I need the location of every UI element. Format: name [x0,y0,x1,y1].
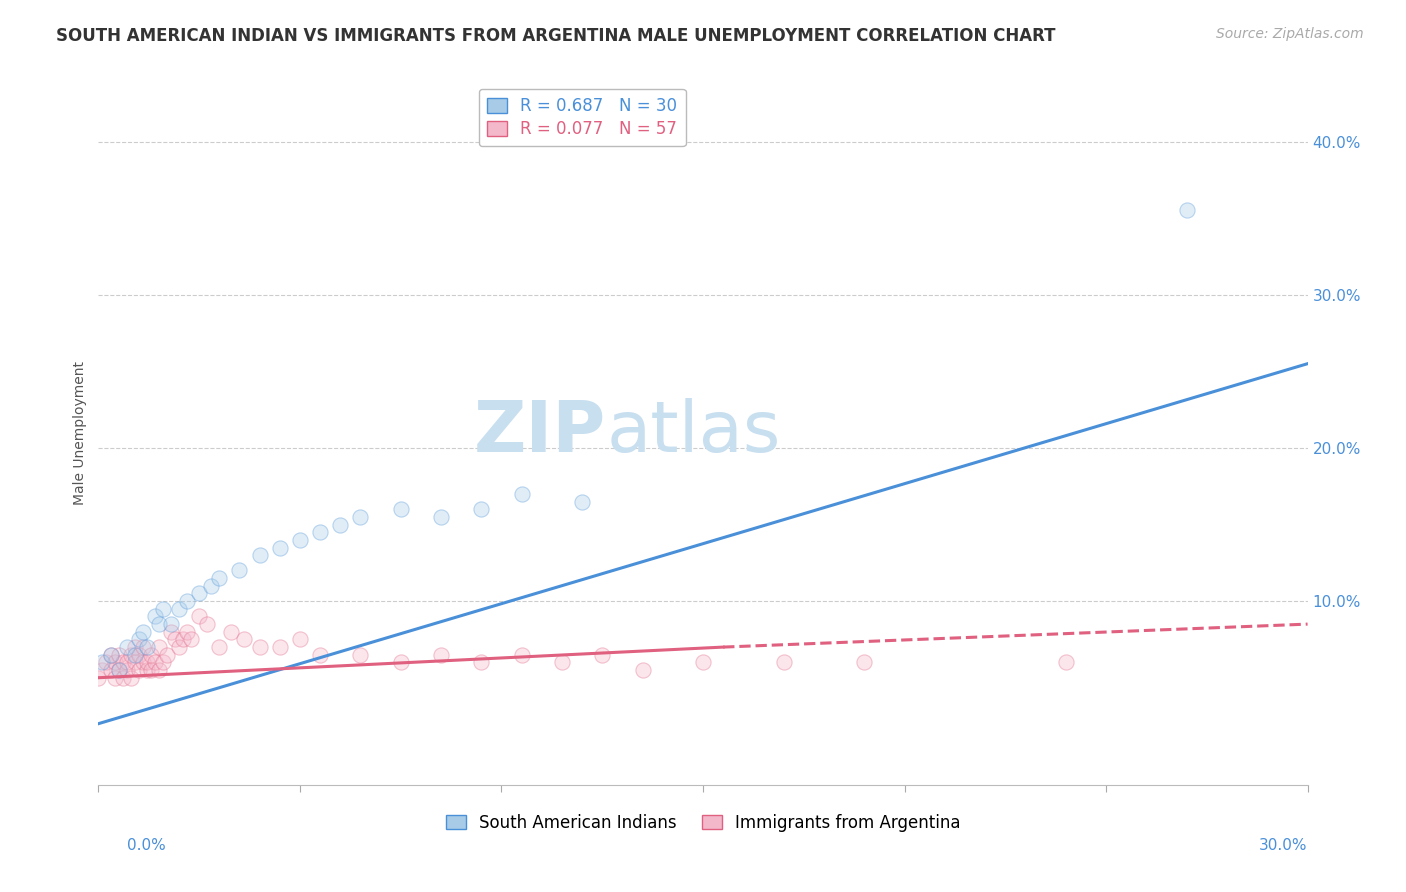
Point [160,624,183,639]
Point [167,601,190,615]
Point [470,502,492,516]
Point [132,624,155,639]
Point [124,648,146,662]
Point [172,632,194,647]
Point [208,640,231,654]
Point [232,632,254,647]
Point [143,609,166,624]
Point [135,640,157,654]
Point [167,640,190,654]
Point [188,609,211,624]
Point [107,648,129,662]
Text: 30.0%: 30.0% [1260,838,1308,854]
Point [176,624,198,639]
Point [551,656,574,670]
Point [91,656,114,670]
Point [692,656,714,670]
Point [135,663,157,677]
Point [115,640,138,654]
Point [124,640,146,654]
Point [1175,203,1198,218]
Point [430,648,453,662]
Point [128,648,150,662]
Point [120,671,142,685]
Point [148,663,170,677]
Point [309,525,332,540]
Point [288,533,311,547]
Point [100,663,122,677]
Point [163,632,186,647]
Point [180,632,202,647]
Point [249,640,271,654]
Point [329,517,352,532]
Point [591,648,613,662]
Point [111,656,134,670]
Text: ZIP: ZIP [474,398,606,467]
Point [103,656,125,670]
Point [128,632,150,647]
Point [430,509,453,524]
Point [470,656,492,670]
Text: SOUTH AMERICAN INDIAN VS IMMIGRANTS FROM ARGENTINA MALE UNEMPLOYMENT CORRELATION: SOUTH AMERICAN INDIAN VS IMMIGRANTS FROM… [56,27,1056,45]
Point [188,586,211,600]
Point [120,648,142,662]
Point [87,671,110,685]
Point [176,594,198,608]
Point [195,617,218,632]
Point [143,656,166,670]
Point [772,656,794,670]
Point [1054,656,1077,670]
Point [349,509,371,524]
Point [309,648,332,662]
Point [228,564,250,578]
Point [139,663,162,677]
Point [221,624,243,639]
Point [510,648,533,662]
Point [132,640,155,654]
Point [124,656,146,670]
Point [132,656,155,670]
Point [103,671,125,685]
Point [200,579,222,593]
Point [115,656,138,670]
Point [107,663,129,677]
Point [510,487,533,501]
Point [571,494,593,508]
Point [111,671,134,685]
Point [139,648,162,662]
Point [152,656,174,670]
Point [288,632,311,647]
Text: 0.0%: 0.0% [127,838,166,854]
Point [96,656,118,670]
Legend: South American Indians, Immigrants from Argentina: South American Indians, Immigrants from … [437,805,969,840]
Point [152,601,174,615]
Point [115,663,138,677]
Point [148,617,170,632]
Text: Source: ZipAtlas.com: Source: ZipAtlas.com [1216,27,1364,41]
Point [389,502,412,516]
Point [349,648,371,662]
Point [269,541,291,555]
Point [631,663,654,677]
Point [135,656,157,670]
Text: atlas: atlas [606,398,780,467]
Point [128,663,150,677]
Y-axis label: Male Unemployment: Male Unemployment [73,360,87,505]
Point [156,648,179,662]
Point [208,571,231,585]
Point [249,548,271,562]
Point [100,648,122,662]
Point [100,648,122,662]
Point [148,640,170,654]
Point [389,656,412,670]
Point [107,663,129,677]
Point [91,663,114,677]
Point [160,617,183,632]
Point [853,656,876,670]
Point [269,640,291,654]
